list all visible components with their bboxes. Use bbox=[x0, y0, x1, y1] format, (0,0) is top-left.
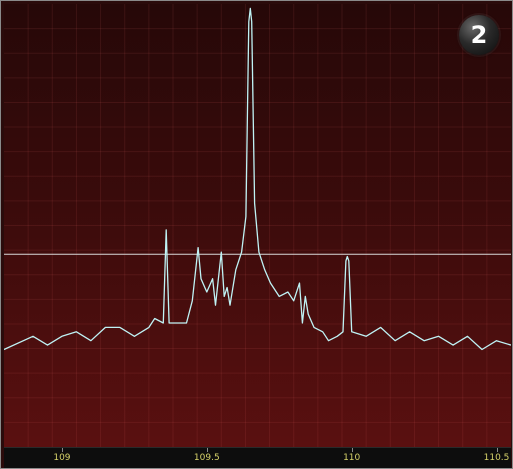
page-number-badge: 2 bbox=[459, 15, 499, 55]
x-tick-label: 110.5 bbox=[483, 453, 510, 463]
x-tick-label: 110 bbox=[343, 453, 361, 463]
spectrum-chart bbox=[4, 4, 511, 447]
spectrum-trace bbox=[4, 7, 511, 351]
x-tick-label: 109 bbox=[53, 453, 71, 463]
x-tick-label: 109.5 bbox=[193, 453, 220, 463]
spectrum-plot[interactable]: 2 bbox=[4, 4, 511, 447]
page-number-text: 2 bbox=[470, 21, 488, 49]
x-tick-mark bbox=[351, 448, 353, 452]
x-tick-mark bbox=[206, 448, 208, 452]
frequency-axis: 109 109.5 110 110.5 bbox=[4, 447, 511, 468]
x-tick-mark bbox=[496, 448, 498, 452]
x-tick-mark bbox=[61, 448, 63, 452]
grid bbox=[4, 4, 511, 447]
